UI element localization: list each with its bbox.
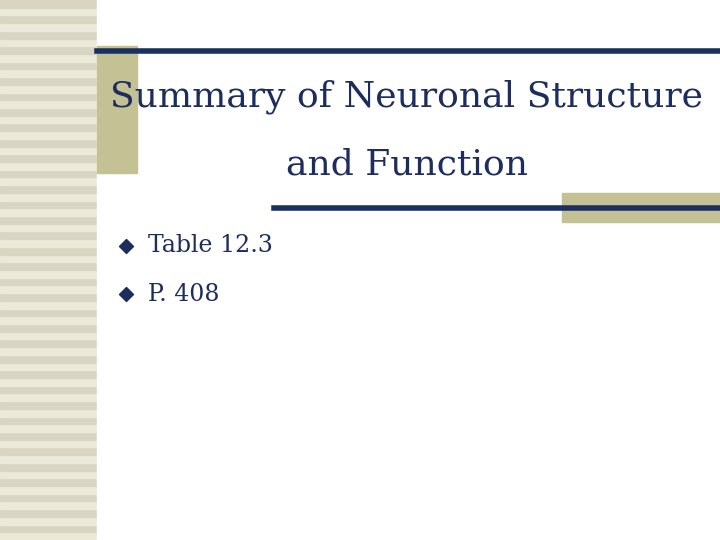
- Bar: [0, 517, 97, 524]
- Bar: [0, 200, 97, 208]
- Bar: [0, 38, 97, 46]
- Bar: [0, 8, 97, 16]
- Bar: [0, 432, 97, 440]
- Bar: [97, 0, 720, 540]
- Bar: [0, 232, 97, 239]
- Bar: [0, 286, 97, 293]
- Bar: [0, 347, 97, 355]
- Bar: [0, 116, 97, 124]
- Bar: [0, 262, 97, 270]
- Bar: [0, 208, 97, 216]
- Bar: [0, 409, 97, 416]
- Bar: [0, 340, 97, 347]
- Bar: [0, 509, 97, 517]
- Bar: [0, 54, 97, 62]
- Bar: [0, 486, 97, 494]
- Bar: [0, 46, 97, 54]
- Bar: [0, 424, 97, 432]
- Bar: [0, 108, 97, 116]
- Bar: [0, 62, 97, 70]
- Bar: [0, 216, 97, 224]
- Bar: [0, 448, 97, 455]
- Text: Table 12.3: Table 12.3: [148, 234, 272, 257]
- Bar: [0, 502, 97, 509]
- Bar: [0, 316, 97, 324]
- Bar: [0, 77, 97, 85]
- Bar: [0, 301, 97, 308]
- Bar: [0, 440, 97, 448]
- Bar: [0, 463, 97, 470]
- Bar: [0, 455, 97, 463]
- Bar: [0, 16, 97, 23]
- Bar: [0, 370, 97, 378]
- Bar: [0, 278, 97, 286]
- Bar: [0, 524, 97, 532]
- Text: Summary of Neuronal Structure: Summary of Neuronal Structure: [110, 80, 703, 114]
- Bar: [0, 239, 97, 247]
- Bar: [0, 470, 97, 478]
- Bar: [0, 293, 97, 301]
- Bar: [0, 378, 97, 386]
- Bar: [0, 23, 97, 31]
- Bar: [0, 178, 97, 185]
- Bar: [0, 100, 97, 108]
- Text: and Function: and Function: [286, 148, 528, 181]
- Bar: [0, 362, 97, 370]
- Bar: [0, 185, 97, 193]
- Bar: [0, 355, 97, 362]
- Bar: [0, 170, 97, 178]
- Bar: [0, 494, 97, 502]
- Bar: [0, 224, 97, 232]
- Bar: [0, 85, 97, 92]
- Bar: [0, 532, 97, 540]
- Bar: [0, 247, 97, 254]
- Bar: [0, 332, 97, 340]
- Bar: [0, 92, 97, 100]
- Bar: [0, 478, 97, 486]
- Bar: [0, 416, 97, 424]
- Bar: [0, 324, 97, 332]
- Bar: [0, 139, 97, 146]
- Bar: [0, 386, 97, 394]
- Text: P. 408: P. 408: [148, 283, 219, 306]
- Bar: [0, 394, 97, 401]
- Bar: [0, 254, 97, 262]
- Bar: [0, 146, 97, 154]
- Bar: [0, 124, 97, 131]
- Bar: [562, 193, 720, 222]
- Bar: [0, 31, 97, 38]
- Bar: [0, 154, 97, 162]
- Bar: [0, 0, 97, 8]
- Bar: [97, 46, 137, 173]
- Bar: [0, 162, 97, 170]
- Bar: [0, 270, 97, 278]
- Bar: [0, 308, 97, 316]
- Bar: [0, 131, 97, 139]
- Bar: [0, 70, 97, 77]
- Bar: [0, 401, 97, 409]
- Bar: [0, 193, 97, 200]
